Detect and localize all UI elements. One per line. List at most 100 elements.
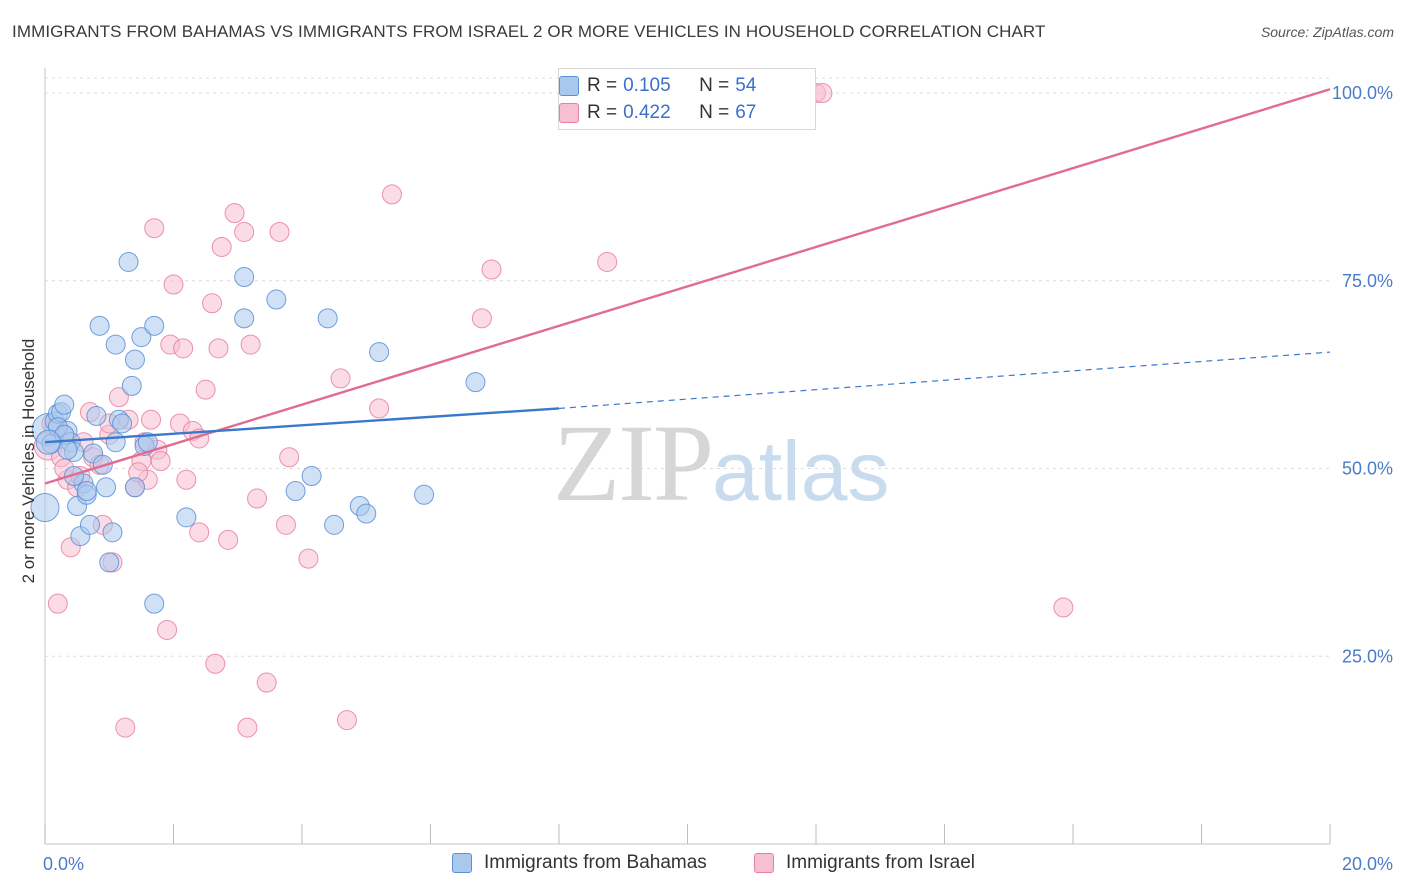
y-tick-labels: 25.0% 50.0% 75.0% 100.0% <box>1332 83 1393 666</box>
watermark-atlas: atlas <box>712 424 890 518</box>
israel-point <box>298 548 319 569</box>
israel-point <box>240 334 261 355</box>
bahamas-swatch <box>452 853 472 873</box>
bahamas-point <box>105 334 126 355</box>
israel-point <box>144 218 165 239</box>
israel-point <box>108 387 129 408</box>
chart-title: IMMIGRANTS FROM BAHAMAS VS IMMIGRANTS FR… <box>12 22 1046 41</box>
correlation-legend: R = 0.105 N = 54 R = 0.422 N = 67 <box>558 68 816 130</box>
legend-row-bahamas: R = 0.105 N = 54 <box>559 73 757 99</box>
x-tick-label: 0.0% <box>43 854 84 874</box>
israel-point <box>237 717 258 738</box>
series-legend: Immigrants from Bahamas Immigrants from … <box>0 850 1406 880</box>
bahamas-point <box>54 394 75 415</box>
bahamas-point <box>324 514 345 535</box>
bahamas-point <box>63 466 84 487</box>
bahamas-point <box>285 481 306 502</box>
bahamas-points <box>30 251 486 614</box>
bahamas-point <box>86 405 107 426</box>
legend-n-label: N = <box>699 75 730 96</box>
israel-point <box>269 221 290 242</box>
israel-point <box>208 338 229 359</box>
watermark-zip: ZIP <box>553 402 714 524</box>
israel-point <box>471 308 492 329</box>
bahamas-point <box>79 514 100 535</box>
bahamas-point <box>176 507 197 528</box>
legend-r-value: 0.422 <box>623 102 671 123</box>
israel-point <box>176 469 197 490</box>
legend-n-value: 54 <box>735 75 757 96</box>
israel-point <box>336 710 357 731</box>
legend-label-bahamas: Immigrants from Bahamas <box>484 852 707 873</box>
x-tick-label: 20.0% <box>1342 854 1393 874</box>
israel-point <box>211 236 232 257</box>
bahamas-point <box>234 308 255 329</box>
bahamas-point <box>301 466 322 487</box>
israel-point <box>141 409 162 430</box>
bahamas-point <box>266 289 287 310</box>
bahamas-point <box>356 503 377 524</box>
israel-point <box>369 398 390 419</box>
y-tick-label: 25.0% <box>1342 646 1393 666</box>
y-axis-title: 2 or more Vehicles in Household <box>19 339 38 584</box>
legend-row-israel: R = 0.422 N = 67 <box>559 100 757 126</box>
legend-r-value: 0.105 <box>623 75 671 96</box>
bahamas-point <box>414 484 435 505</box>
israel-point <box>247 488 268 509</box>
y-tick-label: 50.0% <box>1342 459 1393 479</box>
bahamas-trend-line <box>44 407 560 444</box>
israel-point <box>150 451 171 471</box>
israel-point <box>597 251 618 272</box>
bahamas-point <box>112 413 133 434</box>
israel-point <box>275 514 296 535</box>
legend-label-israel: Immigrants from Israel <box>786 852 975 873</box>
bahamas-point <box>121 375 142 396</box>
israel-point <box>173 338 194 359</box>
israel-point <box>195 379 216 400</box>
legend-r-label: R = <box>587 75 618 96</box>
bahamas-point <box>102 522 123 543</box>
legend-n-label: N = <box>699 102 730 123</box>
x-tick-labels: 0.0% 20.0% <box>43 854 1393 874</box>
israel-point <box>234 221 255 242</box>
israel-point <box>481 259 502 280</box>
israel-point <box>381 184 402 205</box>
bahamas-point <box>76 481 97 502</box>
legend-item-bahamas[interactable]: Immigrants from Bahamas <box>452 852 707 874</box>
bahamas-point <box>144 593 165 614</box>
bahamas-trend-extension <box>558 351 1331 410</box>
bahamas-point <box>118 251 139 272</box>
bahamas-point <box>124 349 145 370</box>
israel-point <box>202 293 223 314</box>
bahamas-point <box>124 477 145 498</box>
israel-point <box>157 619 178 640</box>
legend-r-label: R = <box>587 102 618 123</box>
y-tick-label: 100.0% <box>1332 83 1393 103</box>
israel-point <box>115 717 136 738</box>
bahamas-point <box>89 315 110 336</box>
bahamas-point <box>99 552 120 573</box>
israel-points <box>33 83 1074 738</box>
israel-point <box>218 529 239 550</box>
source-credit: Source: ZipAtlas.com <box>1260 24 1394 40</box>
bahamas-point <box>234 267 255 288</box>
israel-point <box>330 368 351 389</box>
israel-point <box>163 274 184 295</box>
bahamas-point <box>317 308 338 329</box>
bahamas-point <box>96 477 117 498</box>
israel-trend-line <box>44 88 1331 485</box>
legend-item-israel[interactable]: Immigrants from Israel <box>754 852 975 874</box>
israel-point <box>205 653 226 674</box>
israel-point <box>256 672 277 693</box>
israel-swatch <box>559 103 579 123</box>
grid-lines <box>45 77 1330 657</box>
bahamas-point <box>131 327 152 348</box>
y-tick-label: 75.0% <box>1342 271 1393 291</box>
legend-n-value: 67 <box>735 102 757 123</box>
bahamas-point <box>105 432 126 453</box>
bahamas-point <box>465 372 486 393</box>
bahamas-swatch <box>559 76 579 96</box>
israel-point <box>189 522 210 543</box>
israel-point <box>224 203 245 224</box>
